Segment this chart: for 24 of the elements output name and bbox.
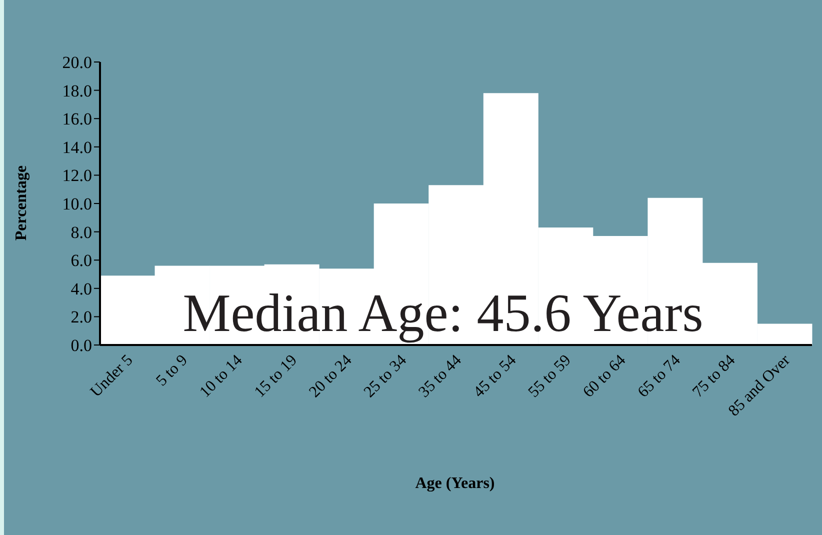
x-tick-label: 35 to 44 <box>416 352 465 401</box>
y-tick-label: 14.0 <box>62 138 92 157</box>
x-tick-label: 55 to 59 <box>525 352 574 401</box>
annotation: Median Age: 45.6 Years <box>182 282 704 344</box>
y-tick-label: 20.0 <box>62 53 92 72</box>
x-tick-label: 65 to 74 <box>634 352 684 401</box>
y-tick-label: 2.0 <box>70 308 92 327</box>
x-tick-label: 20 to 24 <box>306 352 356 401</box>
y-tick-label: 18.0 <box>62 81 92 100</box>
x-tick-label: 45 to 54 <box>470 352 520 401</box>
x-tick-label: 25 to 34 <box>360 352 410 401</box>
x-axis-title: Age (Years) <box>415 475 495 493</box>
y-tick-label: 16.0 <box>62 110 92 129</box>
y-tick-label: 6.0 <box>70 251 92 270</box>
y-axis-title: Percentage <box>13 165 31 241</box>
y-tick-label: 0.0 <box>70 336 92 356</box>
x-tick-label: 5 to 9 <box>153 352 191 390</box>
y-tick-label: 10.0 <box>62 194 92 214</box>
y-tick-label: 4.0 <box>70 279 92 298</box>
x-tick-label: 10 to 14 <box>196 352 246 401</box>
x-tick-label: 15 to 19 <box>251 352 301 401</box>
y-tick-label: 12.0 <box>62 166 92 186</box>
x-tick-label: 60 to 64 <box>580 352 630 401</box>
y-tick-label: 8.0 <box>70 222 92 242</box>
